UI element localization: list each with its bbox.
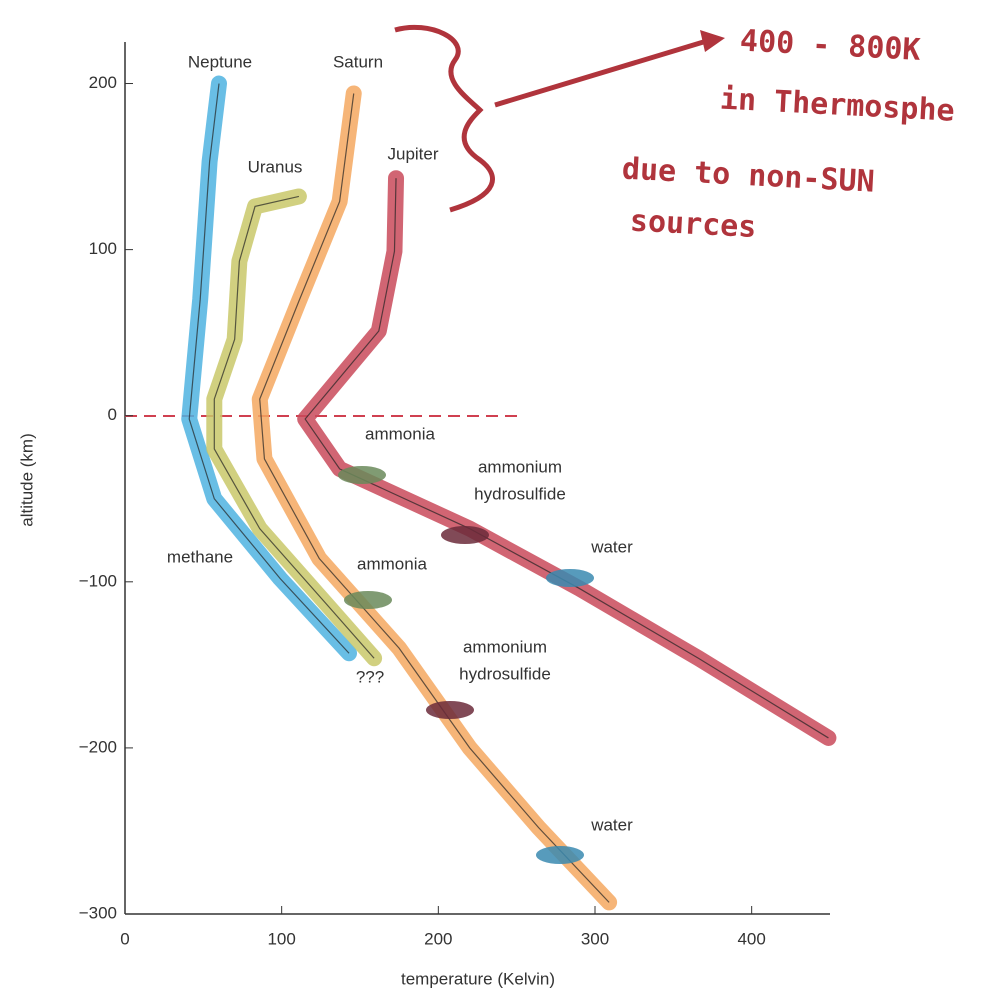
- y-tick-label: −100: [79, 571, 117, 590]
- series-line: [188, 83, 350, 654]
- handwritten-note: 400 - 800K: [739, 24, 921, 68]
- x-tick-label: 200: [424, 929, 452, 948]
- annotation: hydrosulfide: [474, 484, 566, 503]
- series-label: Uranus: [248, 157, 303, 176]
- series-label: Saturn: [333, 52, 383, 71]
- cloud-icon: [536, 846, 584, 864]
- handwritten-note: due to non-SUN: [621, 152, 875, 200]
- annotation: ???: [356, 667, 384, 686]
- arrow: [494, 37, 711, 108]
- brace: [394, 24, 495, 213]
- x-tick-label: 300: [581, 929, 609, 948]
- y-tick-label: 0: [108, 405, 117, 424]
- cloud-icon: [338, 466, 386, 484]
- series-label: Jupiter: [387, 144, 438, 163]
- arrow-head: [700, 30, 725, 52]
- x-tick-label: 100: [267, 929, 295, 948]
- y-tick-label: −200: [79, 737, 117, 756]
- cloud-icon: [546, 569, 594, 587]
- series-line: [259, 93, 610, 903]
- annotation: water: [590, 815, 633, 834]
- annotation: ammonium: [478, 457, 562, 476]
- series-band: [297, 170, 837, 746]
- cloud-icon: [441, 526, 489, 544]
- series-line: [304, 178, 829, 739]
- x-tick-label: 400: [737, 929, 765, 948]
- y-tick-label: 100: [89, 239, 117, 258]
- y-tick-label: −300: [79, 903, 117, 922]
- annotation: methane: [167, 547, 233, 566]
- x-axis-title: temperature (Kelvin): [401, 969, 555, 988]
- cloud-icon: [426, 701, 474, 719]
- annotation: hydrosulfide: [459, 664, 551, 683]
- y-tick-label: 200: [89, 73, 117, 92]
- series-line: [213, 195, 375, 659]
- cloud-icon: [344, 591, 392, 609]
- handwritten-note: sources: [629, 204, 757, 246]
- annotation: ammonia: [357, 554, 427, 573]
- y-axis-title: altitude (km): [17, 433, 36, 527]
- x-tick-label: 0: [120, 929, 129, 948]
- series-label: Neptune: [188, 52, 252, 71]
- annotation: ammonia: [365, 424, 435, 443]
- handwritten-note: in Thermosphe: [719, 82, 955, 129]
- annotation: water: [590, 537, 633, 556]
- annotation: ammonium: [463, 637, 547, 656]
